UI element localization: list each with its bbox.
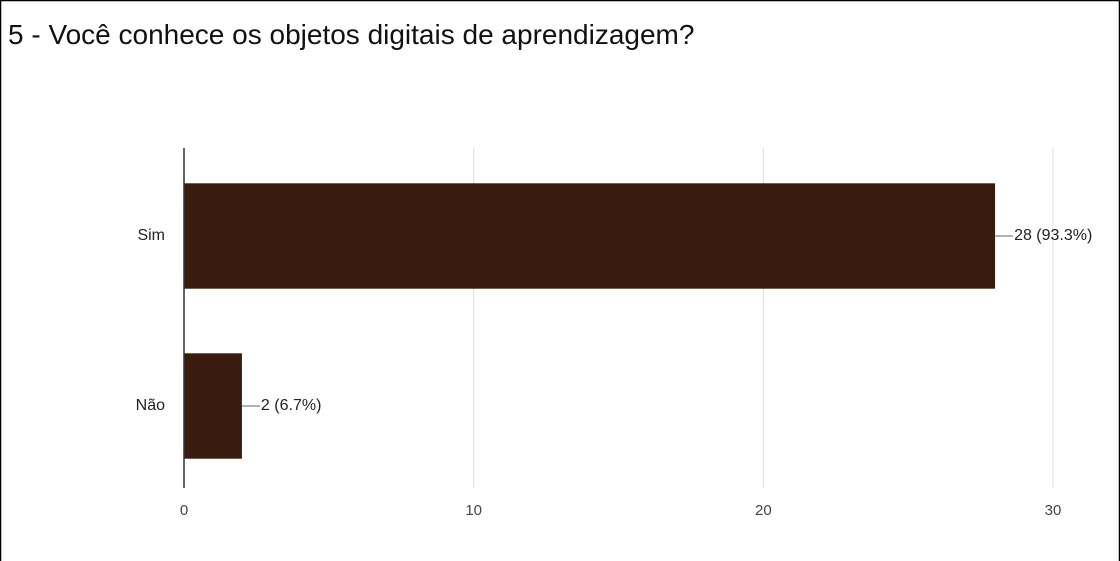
chart-title: 5 - Você conhece os objetos digitais de … bbox=[8, 19, 694, 50]
x-tick-label: 30 bbox=[1045, 502, 1062, 519]
value-label: 2 (6.7%) bbox=[261, 397, 321, 414]
y-tick-label: Não bbox=[136, 397, 165, 414]
bar bbox=[184, 353, 242, 459]
x-tick-label: 10 bbox=[465, 502, 482, 519]
x-tick-label: 0 bbox=[180, 502, 188, 519]
value-label: 28 (93.3%) bbox=[1014, 227, 1092, 244]
x-tick-label: 20 bbox=[755, 502, 772, 519]
bar bbox=[184, 183, 996, 289]
y-tick-label: Sim bbox=[137, 227, 165, 244]
